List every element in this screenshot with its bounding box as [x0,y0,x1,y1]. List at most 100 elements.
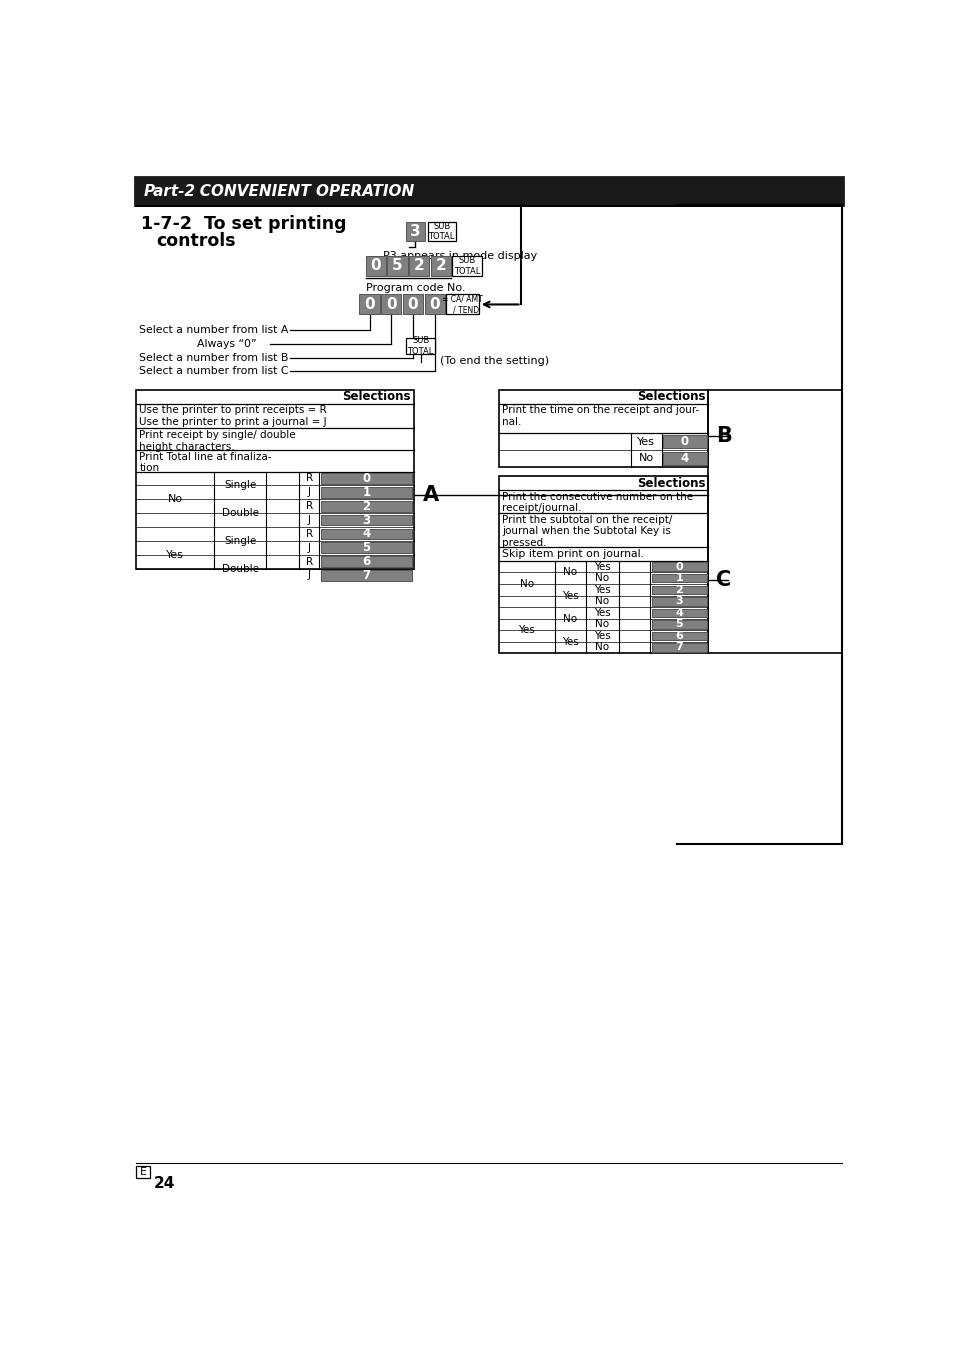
Text: B: B [715,427,731,446]
Text: 0: 0 [429,297,439,312]
Text: P3 appears in mode display: P3 appears in mode display [382,251,537,261]
Bar [651,597,706,606]
Bar [406,338,435,355]
Text: 0: 0 [370,258,380,274]
Text: Yes: Yes [561,637,578,647]
Bar [662,451,706,466]
Text: Part-2: Part-2 [144,184,196,198]
Bar [320,487,412,498]
Text: Select a number from list A: Select a number from list A [139,325,289,335]
Text: 24: 24 [154,1176,175,1191]
Text: 0: 0 [386,297,396,312]
Text: Skip item print on journal.: Skip item print on journal. [501,548,643,559]
Text: Single: Single [224,536,256,545]
Text: 2: 2 [414,258,424,274]
Bar [381,294,401,315]
Bar [498,477,707,653]
Text: 0: 0 [407,297,417,312]
Bar [387,256,407,275]
Text: SUB
TOTAL: SUB TOTAL [428,221,455,242]
Text: E: E [140,1168,147,1177]
Text: No: No [638,454,653,463]
Text: SUB
TOTAL: SUB TOTAL [407,336,434,356]
Text: 1: 1 [362,486,370,500]
Text: controls: controls [156,232,235,250]
Text: = CA/ AMT
   / TEND: = CA/ AMT / TEND [442,294,482,315]
Text: No: No [595,643,609,652]
Text: Selections: Selections [636,477,704,490]
Text: No: No [595,597,609,606]
Bar [424,294,444,315]
Text: Single: Single [224,481,256,490]
Text: No: No [595,574,609,583]
Text: Yes: Yes [166,549,184,560]
Bar [365,256,385,275]
Text: 4: 4 [680,452,688,464]
Text: Double: Double [221,563,258,574]
Text: Print the consecutive number on the
receipt/journal.: Print the consecutive number on the rece… [501,491,693,513]
Bar [651,563,706,571]
Text: J: J [307,543,311,552]
Text: 4: 4 [675,608,682,618]
Text: 2: 2 [435,258,446,274]
Text: SUB
TOTAL: SUB TOTAL [454,256,480,275]
Text: No: No [562,614,577,624]
Bar [320,472,412,483]
Text: 2: 2 [675,585,682,595]
Bar [136,1166,150,1179]
Bar [651,620,706,629]
Text: Select a number from list B: Select a number from list B [139,352,289,363]
Text: 0: 0 [675,562,682,571]
Text: CONVENIENT OPERATION: CONVENIENT OPERATION [184,184,415,198]
Text: Yes: Yes [594,608,610,618]
Bar [134,205,842,207]
Bar [402,294,422,315]
Text: 7: 7 [362,568,370,582]
Text: No: No [562,567,577,578]
Bar [498,390,707,467]
Text: 6: 6 [675,630,682,641]
Text: No: No [519,579,534,589]
Text: Print the time on the receipt and jour-
nal.: Print the time on the receipt and jour- … [501,405,699,427]
Text: 7: 7 [675,643,682,652]
Text: 2: 2 [362,500,370,513]
Text: 5: 5 [362,541,370,555]
Text: Selections: Selections [636,390,704,404]
Bar [651,643,706,652]
Text: Double: Double [221,508,258,518]
Bar [409,256,429,275]
Bar [452,256,481,275]
Text: J: J [307,571,311,580]
Text: Yes: Yes [637,436,655,447]
Text: No: No [168,494,182,505]
Bar [320,543,412,554]
Bar [134,177,842,205]
Text: A: A [422,485,438,505]
Bar [320,501,412,512]
Bar [651,586,706,594]
Bar [320,570,412,580]
Text: No: No [595,620,609,629]
Text: 5: 5 [392,258,402,274]
Bar [446,294,478,315]
Text: R: R [305,556,313,567]
Text: Use the printer to print receipts = R
Use the printer to print a journal = J: Use the printer to print receipts = R Us… [139,405,327,427]
Text: R: R [305,529,313,539]
Text: Print Total line at finaliza-
tion: Print Total line at finaliza- tion [139,451,272,472]
Text: Yes: Yes [518,625,535,634]
Text: 6: 6 [362,555,370,568]
Text: 3: 3 [675,597,682,606]
Bar [707,390,841,653]
Text: Program code No.: Program code No. [365,282,465,293]
Bar [320,528,412,539]
Bar [320,514,412,525]
Text: 3: 3 [362,513,370,526]
Text: Select a number from list C: Select a number from list C [139,366,289,377]
Bar [662,435,706,448]
Bar [651,632,706,640]
Text: Always “0”: Always “0” [196,339,256,348]
Text: 5: 5 [675,620,682,629]
Bar [651,574,706,582]
Text: 1: 1 [675,574,682,583]
Text: 3: 3 [410,224,420,239]
